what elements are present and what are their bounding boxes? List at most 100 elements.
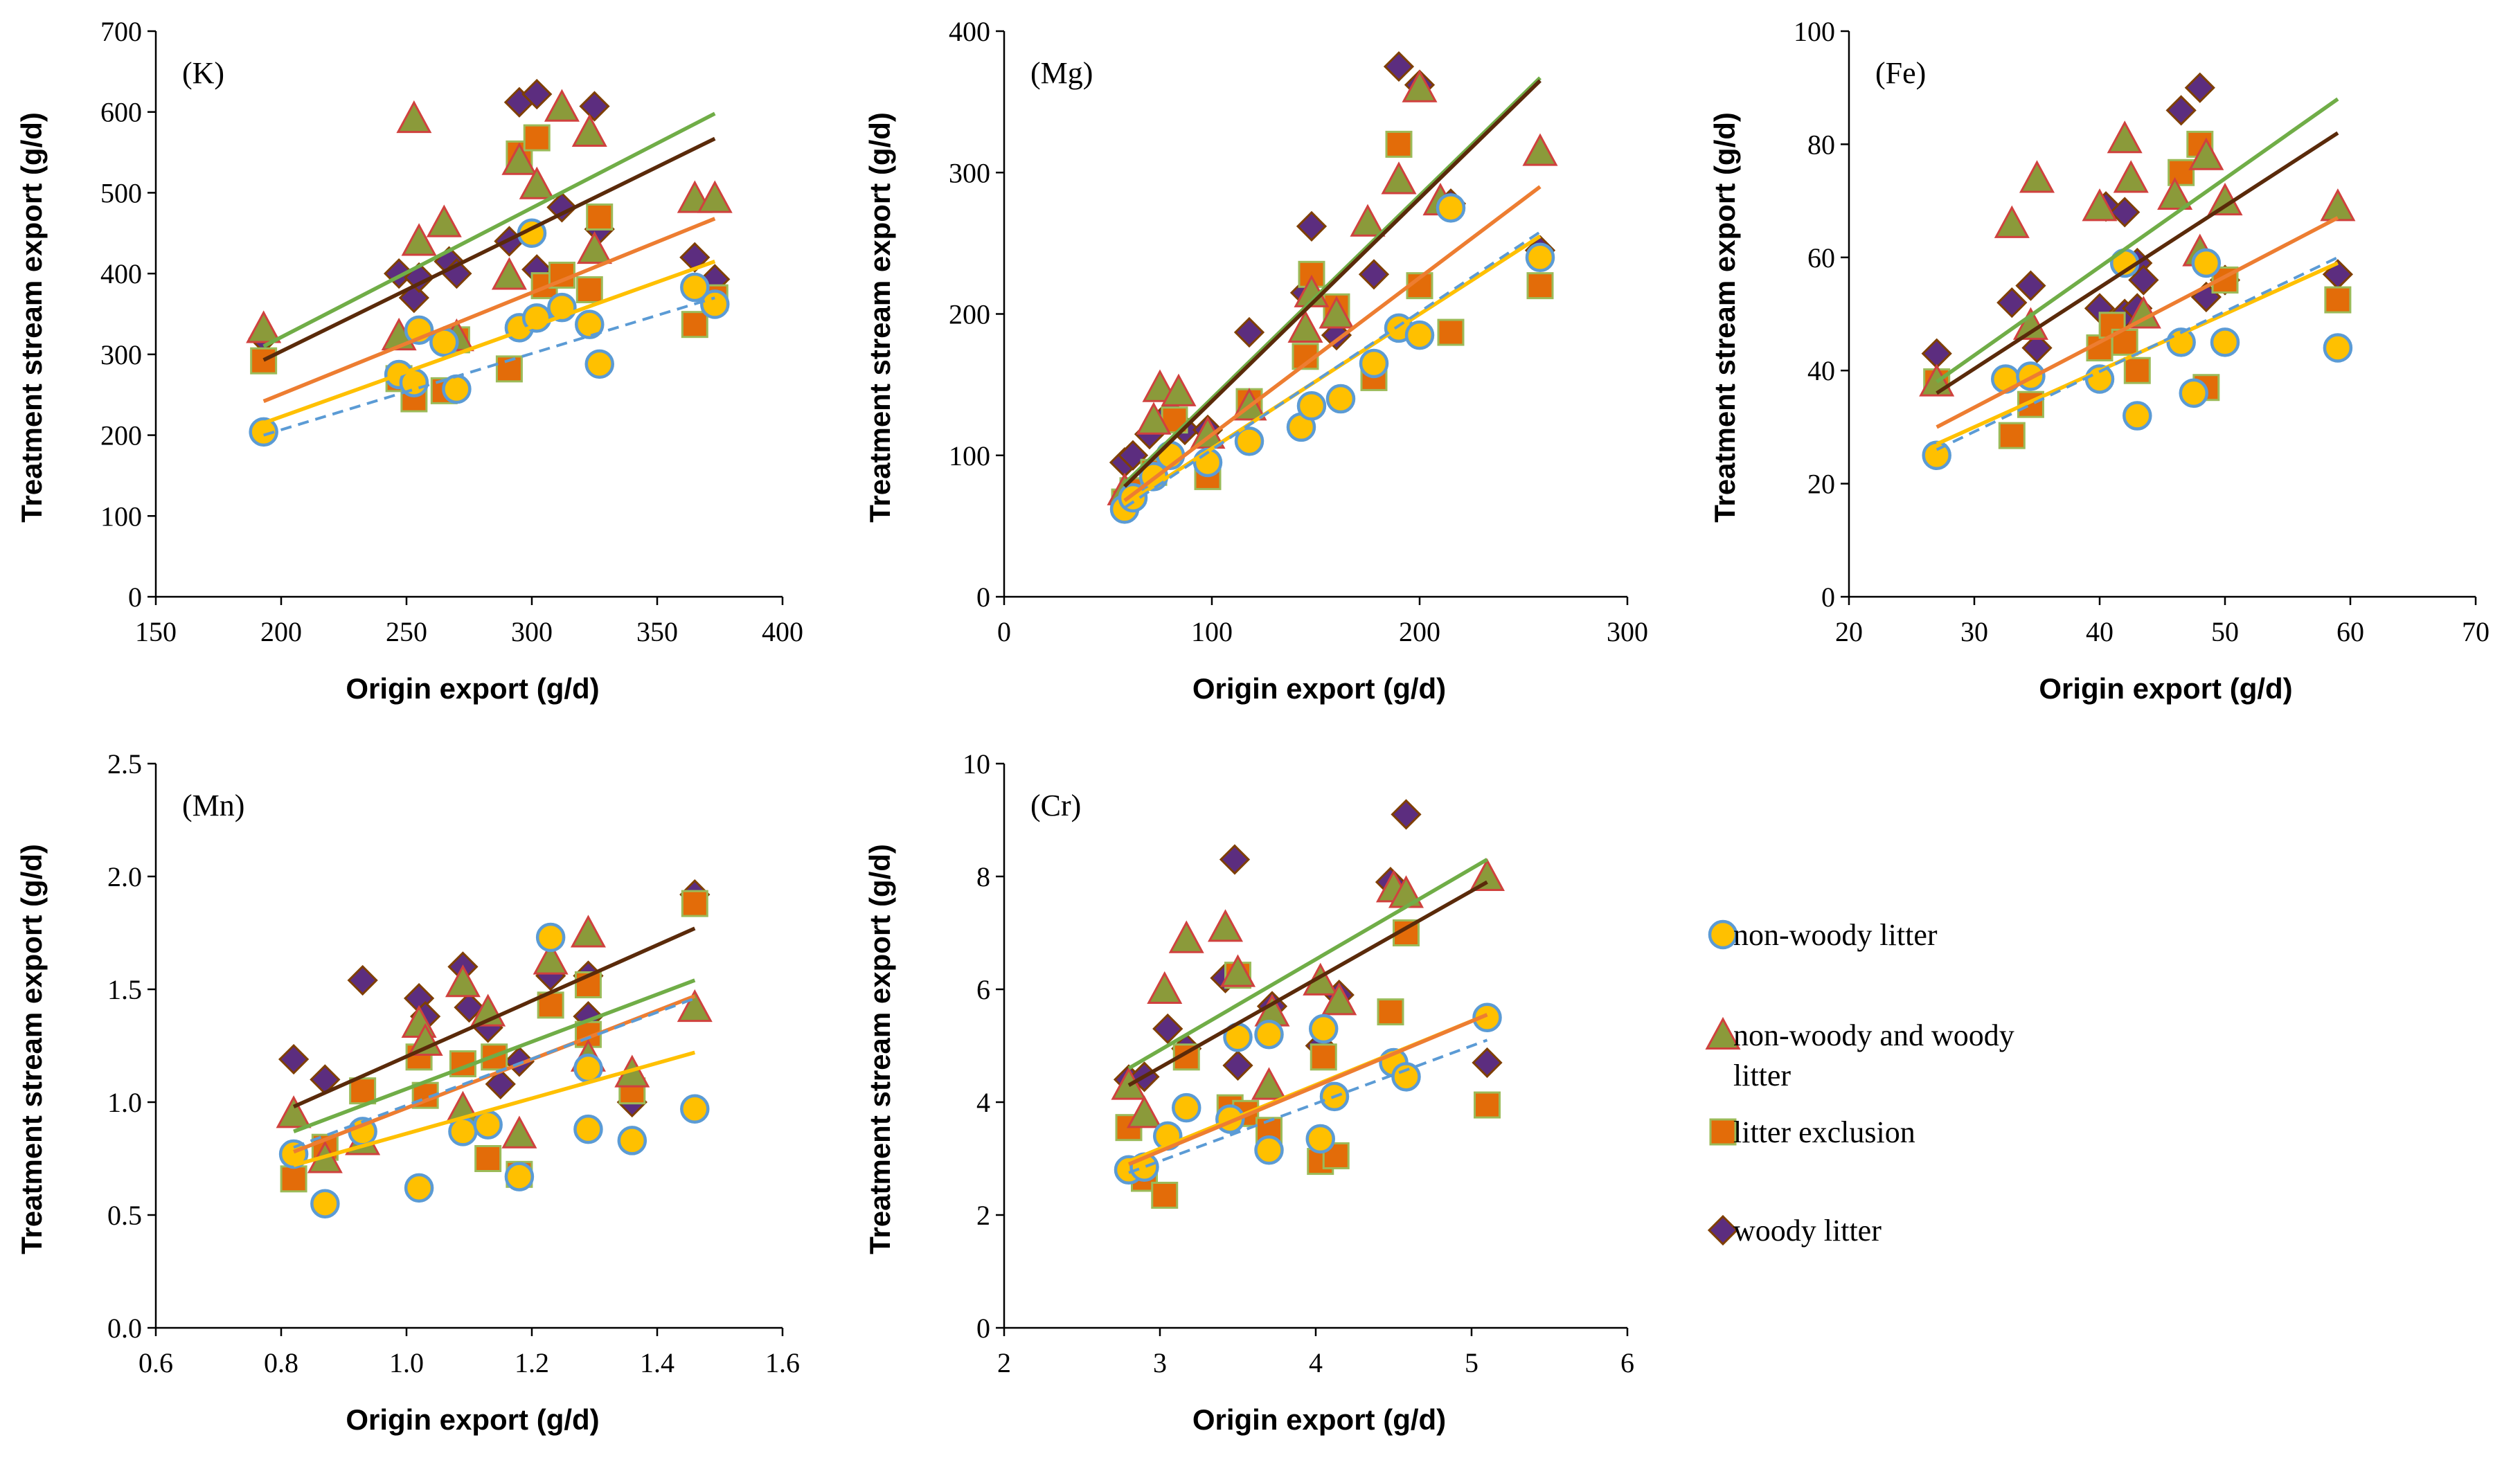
legend-entry-exclusion: litter exclusion (1709, 1115, 1915, 1149)
x-axis-label: Origin export (g/d) (346, 1403, 599, 1436)
legend-entry-woody: woody litter (1707, 1214, 1882, 1248)
data-point-nonwoody (1359, 348, 1389, 379)
data-point-both (1350, 204, 1386, 237)
legend-label: non-woody and woody (1733, 1018, 2014, 1052)
data-point-both (1136, 402, 1172, 435)
data-point-both (396, 100, 432, 134)
data-point-nonwoody (2323, 333, 2353, 363)
data-point-nonwoody (700, 289, 730, 319)
y-tick-label: 0 (976, 582, 990, 613)
data-point-nonwoody (404, 1173, 434, 1203)
data-point-nonwoody (1472, 1002, 1502, 1032)
series-exclusion (280, 890, 708, 1193)
panel-title: (Fe) (1875, 56, 1926, 90)
data-point-woody (2128, 264, 2159, 296)
y-tick-label: 100 (1794, 16, 1835, 47)
data-point-exclusion (1526, 272, 1554, 300)
data-point-nonwoody (2191, 248, 2222, 278)
data-point-both (2157, 177, 2193, 210)
data-point-both (2188, 137, 2224, 170)
data-point-both (677, 989, 713, 1023)
legend-marker-nonwoody (1708, 919, 1738, 950)
data-point-both (576, 231, 613, 264)
legend-marker-exclusion (1709, 1118, 1737, 1146)
y-tick-label: 500 (100, 177, 142, 208)
data-point-both (1321, 982, 1357, 1016)
data-point-exclusion (681, 890, 708, 917)
legend: non-woody litter non-woody and woody litte… (1705, 918, 2014, 1248)
data-point-both (1381, 161, 1417, 195)
x-tick-label: 350 (636, 616, 678, 647)
data-point-both (1319, 296, 1355, 329)
panel-title: (Cr) (1030, 789, 1081, 822)
legend-marker-both (1705, 1016, 1741, 1050)
x-tick-label: 2 (997, 1347, 1011, 1378)
x-tick-label: 400 (762, 616, 803, 647)
data-point-exclusion (280, 1165, 307, 1193)
y-tick-label: 400 (100, 258, 142, 289)
y-tick-label: 4 (976, 1087, 990, 1118)
panel-title: (K) (182, 56, 224, 90)
data-point-woody (1233, 316, 1265, 348)
data-point-nonwoody (310, 1189, 340, 1218)
data-point-both (533, 942, 569, 975)
trendline-exclusion (262, 217, 716, 404)
data-point-both (519, 166, 555, 199)
data-point-both (1287, 309, 1323, 343)
data-point-both (2113, 160, 2149, 193)
data-point-exclusion (1437, 318, 1465, 346)
data-point-woody (347, 964, 378, 996)
x-tick-label: 4 (1309, 1347, 1323, 1378)
x-axis-label: Origin export (g/d) (2039, 672, 2292, 705)
data-point-woody (546, 192, 578, 223)
data-point-nonwoody (1391, 1062, 1421, 1092)
y-tick-label: 2.0 (107, 861, 142, 892)
data-point-woody (2021, 332, 2053, 363)
trendline-nonwoody-dashed (1936, 255, 2339, 451)
trendline-woody (1936, 131, 2339, 395)
data-point-both (1168, 920, 1204, 953)
data-point-both (1207, 909, 1244, 942)
y-tick-label: 400 (949, 16, 990, 47)
data-point-woody (521, 78, 553, 110)
data-point-both (1126, 1095, 1163, 1128)
chart-panel: 0 100 200 300 400 500 600 700 150 200 250 300 350 400… (15, 16, 803, 705)
trendline-nonwoody-dashed (263, 296, 715, 437)
data-point-nonwoody (1172, 1092, 1201, 1123)
x-tick-label: 1.4 (640, 1347, 674, 1378)
y-tick-label: 700 (100, 16, 142, 47)
data-point-nonwoody (1309, 1014, 1339, 1044)
data-point-nonwoody (504, 1162, 535, 1191)
x-tick-label: 150 (135, 616, 177, 647)
trendline-both (1123, 76, 1542, 485)
data-point-both (570, 915, 606, 948)
y-tick-label: 200 (100, 420, 142, 451)
data-point-woody (485, 1068, 516, 1100)
x-tick-label: 3 (1153, 1347, 1167, 1378)
y-tick-label: 100 (949, 440, 990, 471)
data-point-both (1469, 858, 1505, 892)
data-point-both (1219, 954, 1256, 987)
data-point-both (246, 310, 282, 343)
data-point-both (1402, 69, 1438, 102)
data-point-both (2082, 188, 2118, 222)
trendline-both (262, 111, 716, 348)
trendline-woody (262, 136, 716, 362)
data-point-exclusion (523, 124, 551, 152)
x-tick-label: 5 (1465, 1347, 1478, 1378)
x-tick-label: 60 (2336, 616, 2364, 647)
y-tick-label: 300 (949, 157, 990, 188)
y-tick-label: 10 (963, 748, 990, 780)
data-point-both (501, 1115, 537, 1149)
data-point-woody (1391, 799, 1422, 830)
y-axis-label: Treatment stream export (g/d) (15, 844, 48, 1254)
data-point-woody (1383, 51, 1415, 82)
y-axis-label: Treatment stream export (g/d) (864, 844, 896, 1254)
x-tick-label: 250 (386, 616, 427, 647)
x-tick-label: 300 (511, 616, 553, 647)
x-tick-label: 30 (1960, 616, 1988, 647)
trendline-nonwoody-dashed (1128, 1038, 1488, 1174)
